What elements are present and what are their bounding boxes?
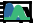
Text: $N_\nu^a = 1$: $N_\nu^a = 1$	[6, 4, 33, 23]
